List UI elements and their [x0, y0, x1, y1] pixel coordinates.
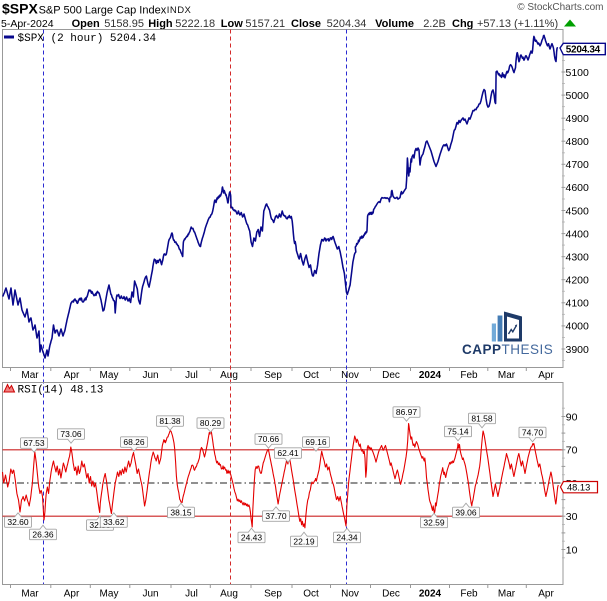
svg-text:4000: 4000	[566, 321, 590, 333]
svg-text:4800: 4800	[566, 136, 590, 148]
svg-text:32.60: 32.60	[7, 517, 29, 527]
svg-text:81.38: 81.38	[159, 416, 181, 426]
svg-text:Apr: Apr	[538, 588, 554, 599]
svg-text:62.41: 62.41	[277, 448, 299, 458]
svg-text:26.36: 26.36	[32, 530, 54, 540]
svg-text:Aug: Aug	[220, 370, 238, 381]
svg-text:Oct: Oct	[303, 370, 319, 381]
svg-text:5222.18: 5222.18	[175, 18, 215, 30]
svg-text:37.70: 37.70	[265, 511, 287, 521]
svg-text:$SPX: $SPX	[2, 1, 38, 17]
svg-text:3900: 3900	[566, 344, 590, 356]
svg-text:5100: 5100	[566, 67, 590, 79]
svg-text:Close: Close	[291, 18, 321, 30]
svg-text:33.62: 33.62	[103, 517, 125, 527]
svg-text:May: May	[100, 370, 119, 381]
svg-text:Jun: Jun	[142, 588, 158, 599]
svg-text:2.2B: 2.2B	[423, 18, 446, 30]
svg-text:67.53: 67.53	[23, 438, 45, 448]
svg-text:90: 90	[566, 411, 578, 423]
svg-text:73.06: 73.06	[60, 429, 82, 439]
svg-text:Low: Low	[221, 18, 243, 30]
svg-text:Nov: Nov	[341, 370, 359, 381]
svg-text:May: May	[100, 588, 119, 599]
svg-text:CAPPTHESIS: CAPPTHESIS	[462, 342, 553, 357]
svg-text:Apr: Apr	[64, 588, 80, 599]
svg-text:4900: 4900	[566, 113, 590, 125]
svg-text:Nov: Nov	[341, 588, 359, 599]
svg-text:4300: 4300	[566, 252, 590, 264]
svg-text:38.15: 38.15	[170, 508, 192, 518]
svg-text:5158.95: 5158.95	[104, 18, 144, 30]
svg-text:Dec: Dec	[382, 370, 400, 381]
svg-text:Feb: Feb	[460, 588, 478, 599]
svg-text:Feb: Feb	[460, 370, 478, 381]
svg-text:5-Apr-2024: 5-Apr-2024	[1, 18, 54, 30]
svg-text:68.26: 68.26	[123, 437, 145, 447]
svg-text:Mar: Mar	[498, 370, 516, 381]
svg-text:4200: 4200	[566, 275, 590, 287]
svg-text:5000: 5000	[566, 90, 590, 102]
svg-text:70.66: 70.66	[258, 434, 280, 444]
svg-text:Jun: Jun	[142, 370, 158, 381]
svg-text:S&P 500 Large Cap Index: S&P 500 Large Cap Index	[39, 5, 167, 17]
svg-text:86.97: 86.97	[396, 407, 418, 417]
svg-text:74.70: 74.70	[522, 428, 544, 438]
svg-text:4100: 4100	[566, 298, 590, 310]
svg-text:Aug: Aug	[220, 588, 238, 599]
svg-text:Oct: Oct	[303, 588, 319, 599]
svg-text:4400: 4400	[566, 228, 590, 240]
svg-text:Mar: Mar	[498, 588, 516, 599]
svg-text:Apr: Apr	[64, 370, 80, 381]
svg-text:4700: 4700	[566, 159, 590, 171]
svg-text:10: 10	[566, 544, 578, 556]
svg-text:Dec: Dec	[382, 588, 400, 599]
svg-text:Mar: Mar	[21, 588, 39, 599]
svg-text:Open: Open	[72, 18, 100, 30]
svg-text:70: 70	[566, 445, 578, 457]
svg-text:81.58: 81.58	[471, 414, 493, 424]
svg-text:Jul: Jul	[185, 588, 198, 599]
svg-text:80.29: 80.29	[200, 418, 222, 428]
svg-text:22.19: 22.19	[293, 537, 315, 547]
svg-text:INDX: INDX	[167, 5, 192, 16]
svg-text:High: High	[148, 18, 173, 30]
svg-text:Mar: Mar	[21, 370, 39, 381]
svg-text:Apr: Apr	[538, 370, 554, 381]
svg-text:Sep: Sep	[264, 370, 282, 381]
svg-text:2024: 2024	[419, 588, 442, 599]
svg-text:2024: 2024	[419, 370, 442, 381]
svg-text:5157.21: 5157.21	[245, 18, 285, 30]
svg-text:RSI(14) 48.13: RSI(14) 48.13	[18, 385, 104, 397]
svg-text:$SPX (2 hour) 5204.34: $SPX (2 hour) 5204.34	[18, 33, 157, 45]
svg-text:32.59: 32.59	[423, 518, 445, 528]
svg-text:4500: 4500	[566, 205, 590, 217]
svg-text:Volume: Volume	[375, 18, 414, 30]
svg-text:4600: 4600	[566, 182, 590, 194]
svg-text:© StockCharts.com: © StockCharts.com	[517, 2, 603, 13]
svg-text:24.43: 24.43	[241, 533, 263, 543]
svg-text:30: 30	[566, 511, 578, 523]
svg-text:Chg: Chg	[452, 18, 473, 30]
svg-text:69.16: 69.16	[305, 437, 327, 447]
svg-text:Jul: Jul	[185, 370, 198, 381]
svg-text:+57.13 (+1.11%): +57.13 (+1.11%)	[477, 18, 558, 30]
svg-text:5204.34: 5204.34	[566, 44, 601, 55]
svg-text:75.14: 75.14	[447, 427, 469, 437]
svg-text:39.06: 39.06	[455, 508, 477, 518]
svg-text:48.13: 48.13	[567, 483, 590, 493]
svg-text:5204.34: 5204.34	[327, 18, 367, 30]
svg-text:Sep: Sep	[264, 588, 282, 599]
svg-text:24.34: 24.34	[336, 533, 358, 543]
